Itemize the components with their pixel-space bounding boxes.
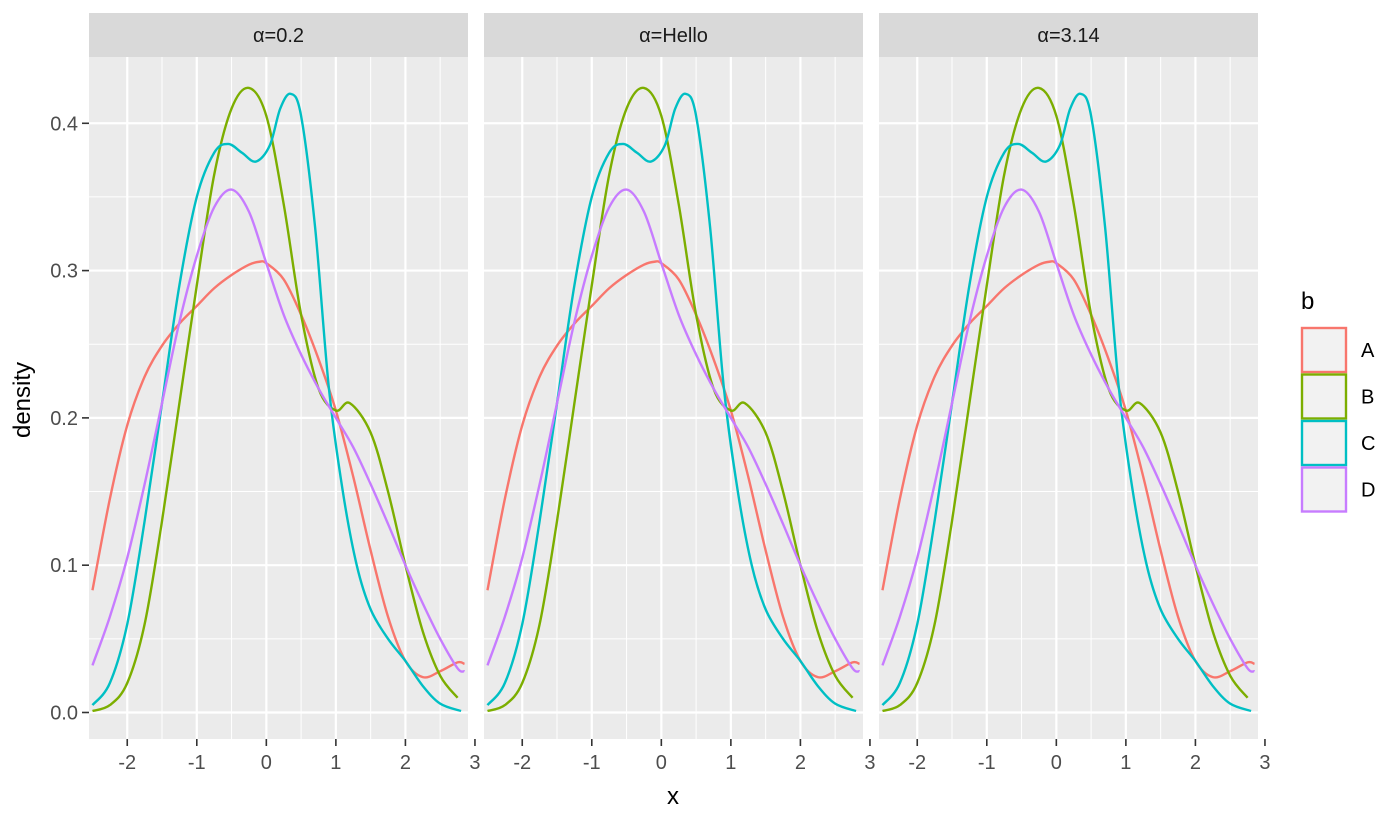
x-tick-label: 0 [1051, 752, 1062, 774]
y-tick-label: 0.3 [50, 261, 78, 283]
x-tick-label: 1 [1120, 752, 1131, 774]
legend-label-d: D [1361, 480, 1375, 502]
facets-layer: α=0.2 -2 -1 0 1 2 3 0.0 0.1 0.2 0.3 0.4 α=Hello -2 -1 0… [50, 13, 1271, 774]
facet-2-strip [484, 13, 863, 57]
x-tick-label: -1 [978, 752, 996, 774]
legend-item-a: A [1300, 326, 1375, 374]
legend-label-b: B [1361, 387, 1374, 409]
y-tick-label: 0.1 [50, 555, 78, 577]
x-tick-label: 2 [795, 752, 806, 774]
facet-2-strip-label: α=Hello [639, 25, 708, 47]
x-tick-label: 1 [725, 752, 736, 774]
facet-3-background [879, 57, 1258, 739]
y-axis-title: density [9, 362, 36, 438]
x-tick-label: 0 [656, 752, 667, 774]
legend-label-c: C [1361, 433, 1375, 455]
x-tick-label: 3 [469, 752, 480, 774]
legend-title: b [1301, 288, 1314, 315]
y-tick-label: 0.4 [50, 113, 78, 135]
x-tick-label: -2 [118, 752, 136, 774]
facet-3-series-b-line [882, 86, 1249, 713]
facet-1-background [89, 57, 468, 739]
facet-2-series-b-line [487, 86, 854, 713]
x-tick-label: 2 [1190, 752, 1201, 774]
facet-1-series-b-line [92, 86, 459, 713]
legend-item-d: D [1300, 466, 1375, 513]
legend-key-b [1300, 373, 1348, 420]
facet-1-strip-label: α=0.2 [253, 25, 304, 47]
facet-3-series-d-line [881, 188, 1255, 673]
x-tick-label: 2 [400, 752, 411, 774]
facet-3-panel: α=3.14 -2 -1 0 1 2 3 [879, 13, 1271, 774]
legend: b A B C D [1300, 288, 1375, 513]
facet-2-panel: α=Hello -2 -1 0 1 2 3 [484, 13, 876, 774]
facet-1-panel: α=0.2 -2 -1 0 1 2 3 0.0 0.1 0.2 0.3 0.4 [50, 13, 481, 774]
x-tick-label: 1 [330, 752, 341, 774]
x-tick-label: -2 [513, 752, 531, 774]
legend-key-a [1300, 326, 1348, 374]
legend-item-c: C [1300, 419, 1375, 467]
y-tick-label: 0.0 [50, 702, 78, 724]
x-tick-label: -1 [583, 752, 601, 774]
x-tick-label: -2 [908, 752, 926, 774]
facet-1-strip [89, 13, 468, 57]
x-tick-label: 0 [261, 752, 272, 774]
legend-label-a: A [1361, 340, 1375, 362]
facet-2-series-d-line [486, 188, 860, 673]
x-tick-label: 3 [1259, 752, 1270, 774]
legend-key-c [1300, 419, 1348, 467]
legend-item-b: B [1300, 373, 1374, 420]
x-tick-label: -1 [188, 752, 206, 774]
legend-key-d [1300, 466, 1348, 513]
facet-2-background [484, 57, 863, 739]
facet-3-strip [879, 13, 1258, 57]
facet-3-strip-label: α=3.14 [1037, 25, 1099, 47]
y-tick-label: 0.2 [50, 408, 78, 430]
x-axis-title: x [667, 783, 679, 810]
facet-1-series-d-line [91, 188, 465, 673]
x-tick-label: 3 [864, 752, 875, 774]
